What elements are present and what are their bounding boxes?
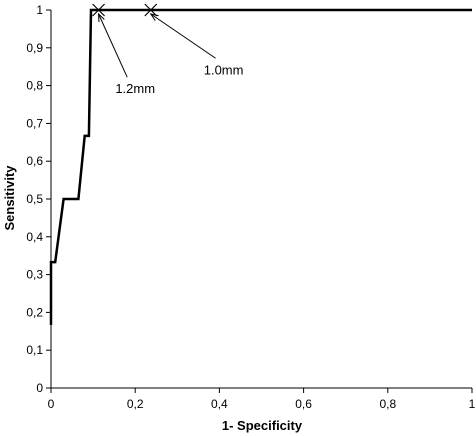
x-ticks: 0 0,2 0,4 0,6 0,8 1 — [48, 388, 476, 411]
y-ticks: 0 0,1 0,2 0,3 0,4 0,5 0,6 0,7 0,8 0,9 1 — [26, 3, 51, 395]
y-tick-label: 0,2 — [26, 305, 43, 319]
y-tick-label: 0 — [36, 381, 43, 395]
annotation-arrow — [150, 13, 216, 59]
x-tick-label: 1 — [469, 397, 476, 411]
x-marker — [92, 3, 105, 17]
y-tick-label: 0,1 — [26, 343, 43, 357]
y-tick-label: 0,5 — [26, 192, 43, 206]
y-tick-label: 1 — [36, 3, 43, 17]
annotations: 1.2mm 1.0mm — [98, 12, 244, 96]
annotation-arrowhead — [98, 12, 105, 23]
x-tick-label: 0 — [48, 397, 55, 411]
y-tick-label: 0,7 — [26, 116, 43, 130]
x-tick-label: 0,8 — [379, 397, 396, 411]
x-marker — [144, 3, 158, 17]
annotation: 1.0mm — [149, 13, 244, 77]
roc-curve-line — [49, 8, 472, 325]
x-axis-title: 1- Specificity — [222, 418, 303, 433]
annotation: 1.2mm — [98, 12, 155, 96]
y-tick-label: 0,6 — [26, 154, 43, 168]
y-axis-title: Sensitivity — [2, 165, 17, 231]
y-tick-label: 0,8 — [26, 79, 43, 93]
y-tick-label: 0,9 — [26, 41, 43, 55]
annotation-label: 1.2mm — [115, 81, 155, 96]
plot-area — [49, 3, 472, 325]
annotation-arrowhead — [149, 13, 159, 21]
x-tick-label: 0,6 — [295, 397, 312, 411]
axes — [50, 10, 472, 389]
x-tick-label: 0,4 — [211, 397, 228, 411]
annotation-label: 1.0mm — [204, 62, 244, 77]
y-tick-label: 0,4 — [26, 230, 43, 244]
y-tick-label: 0,3 — [26, 268, 43, 282]
x-tick-label: 0,2 — [127, 397, 144, 411]
annotation-arrow — [98, 13, 128, 78]
